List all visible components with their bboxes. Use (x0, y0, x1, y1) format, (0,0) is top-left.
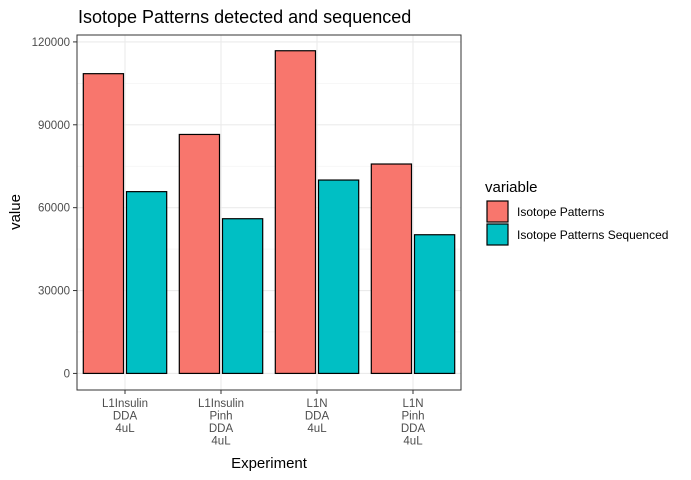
x-tick-label: DDA (401, 423, 426, 435)
legend-label: Isotope Patterns Sequenced (517, 228, 668, 242)
x-axis-title: Experiment (231, 455, 308, 472)
y-tick-label: 0 (64, 368, 70, 380)
legend-title: variable (485, 179, 538, 196)
x-tick-label: 4uL (403, 436, 423, 448)
x-tick-label: 4uL (307, 423, 327, 435)
x-tick-label: L1Insulin (198, 398, 244, 410)
legend-key (486, 223, 509, 246)
x-axis: L1InsulinDDA4uLL1InsulinPinhDDA4uLL1NDDA… (102, 390, 425, 448)
y-tick-label: 90000 (38, 120, 70, 132)
x-tick-label: 4uL (115, 423, 135, 435)
legend-key (486, 200, 509, 223)
x-tick-label: Pinh (209, 411, 232, 423)
bar (370, 163, 413, 375)
chart-title: Isotope Patterns detected and sequenced (78, 7, 411, 27)
plot-border (76, 34, 462, 391)
legend-label: Isotope Patterns (517, 205, 604, 219)
x-tick-label: 4uL (211, 436, 231, 448)
y-tick-label: 30000 (38, 286, 70, 298)
legend: variable Isotope Patterns Isotope Pattern… (485, 179, 668, 246)
x-tick-label: L1Insulin (102, 398, 148, 410)
bar (274, 50, 317, 375)
x-tick-label: DDA (113, 411, 138, 423)
bar (413, 234, 456, 375)
x-tick-label: L1N (306, 398, 327, 410)
x-tick-label: DDA (305, 411, 330, 423)
bar (82, 73, 125, 375)
y-axis-title: value (7, 194, 24, 230)
bar (125, 191, 168, 375)
x-tick-label: Pinh (401, 411, 424, 423)
y-tick-label: 120000 (32, 37, 70, 49)
bar (178, 133, 221, 375)
x-tick-label: DDA (209, 423, 234, 435)
bar (317, 179, 360, 375)
bars (82, 50, 456, 375)
x-tick-label: L1N (402, 398, 423, 410)
y-axis: 0 30000 60000 90000 120000 (32, 37, 77, 380)
y-tick-label: 60000 (38, 203, 70, 215)
bar (221, 218, 264, 375)
